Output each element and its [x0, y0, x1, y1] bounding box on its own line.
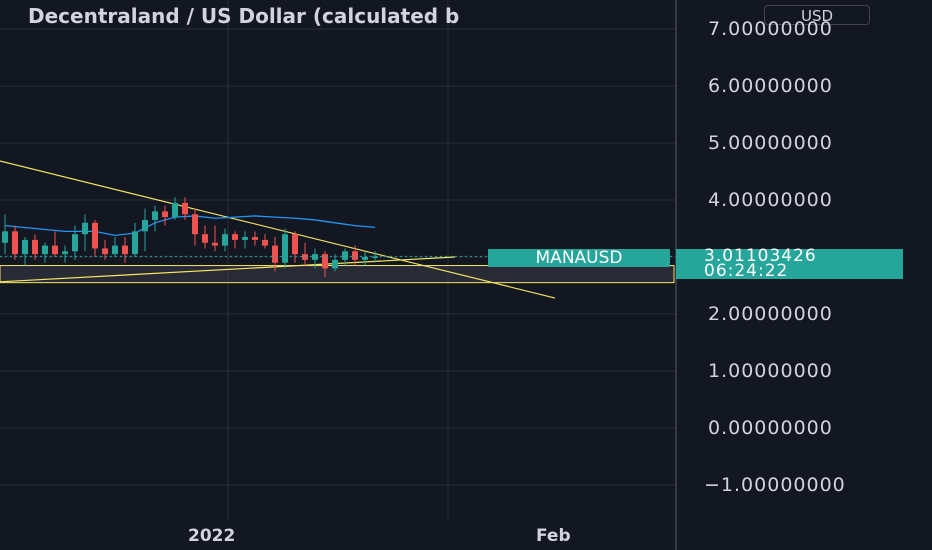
candle-body	[132, 231, 138, 255]
y-tick-label: 2.00000000	[708, 303, 833, 325]
x-tick-2022: 2022	[188, 526, 236, 546]
candle-body	[92, 222, 98, 249]
x-tick-feb: Feb	[536, 526, 571, 546]
candle-body	[172, 202, 178, 218]
candle-body	[342, 251, 348, 260]
candle-body	[242, 237, 248, 240]
candle-body	[202, 234, 208, 243]
candle-body	[72, 234, 78, 252]
y-tick-label: 4.00000000	[708, 189, 833, 211]
currency-unit-button[interactable]: USD	[764, 5, 870, 25]
candles	[2, 197, 378, 277]
y-tick-label: 5.00000000	[708, 132, 833, 154]
candle-body	[372, 256, 378, 258]
moving-average-line	[4, 215, 376, 236]
candle-body	[152, 211, 158, 220]
bar-countdown: 06:24:22	[704, 261, 789, 281]
candle-body	[42, 245, 48, 255]
candle-body	[312, 254, 318, 260]
candle-body	[82, 222, 88, 235]
candle-body	[2, 231, 8, 243]
y-tick-label: 6.00000000	[708, 75, 833, 97]
trendline	[0, 160, 556, 299]
y-tick-label: 0.00000000	[708, 417, 833, 439]
candle-body	[142, 219, 148, 232]
candle-body	[332, 259, 338, 269]
candle-body	[322, 254, 328, 269]
symbol-label: MANAUSD	[488, 249, 670, 267]
candle-body	[352, 251, 358, 260]
candle-body	[262, 239, 268, 246]
chart-title: Decentraland / US Dollar (calculated b	[28, 4, 460, 28]
candle-body	[302, 254, 308, 260]
candle-body	[222, 234, 228, 246]
candle-body	[52, 245, 58, 255]
candle-body	[102, 248, 108, 255]
candle-body	[22, 239, 28, 255]
y-tick-label: 7.00000000	[708, 18, 833, 40]
trendlines	[0, 160, 556, 299]
candle-body	[122, 245, 128, 255]
candle-body	[232, 234, 238, 240]
y-tick-label: −1.00000000	[704, 474, 846, 496]
candle-body	[182, 202, 188, 215]
candle-body	[62, 251, 68, 255]
candle-body	[162, 211, 168, 218]
y-tick-label: 1.00000000	[708, 360, 833, 382]
candle-body	[192, 214, 198, 235]
last-price-value: 3.01103426	[704, 246, 817, 266]
candle-body	[12, 231, 18, 255]
candle-body	[32, 239, 38, 255]
candle-body	[112, 245, 118, 255]
candle-body	[212, 242, 218, 246]
chart-grid	[0, 0, 676, 520]
candle-body	[292, 234, 298, 255]
candle-body	[282, 234, 288, 263]
trendline	[0, 256, 456, 283]
candle-body	[252, 237, 258, 240]
candle-body	[362, 257, 368, 260]
candle-body	[272, 245, 278, 263]
last-price-badge: 3.01103426 06:24:22	[676, 246, 903, 281]
